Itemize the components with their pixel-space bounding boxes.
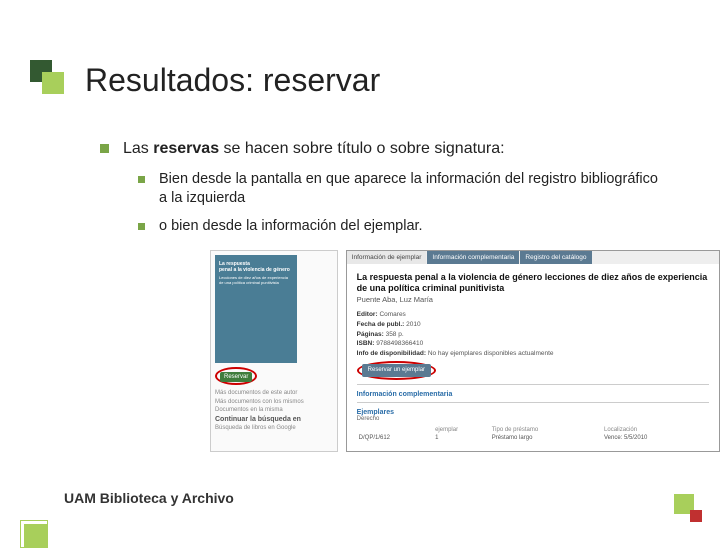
book-cover: La respuesta penal a la violencia de gén… — [215, 255, 297, 363]
detail-title: La respuesta penal a la violencia de gén… — [357, 272, 709, 293]
book-card: La respuesta penal a la violencia de gén… — [210, 250, 338, 451]
text-part: se hacen sobre título o sobre signatura: — [219, 140, 505, 157]
content-area: Las reservas se hacen sobre título o sob… — [100, 139, 720, 452]
col-header: Tipo de préstamo — [492, 427, 602, 433]
slide: Resultados: reservar Las reservas se hac… — [0, 0, 720, 540]
metadata: Editor: Comares Fecha de publ.: 2010 Pág… — [357, 310, 709, 380]
screenshots-row: La respuesta penal a la violencia de gén… — [210, 250, 720, 451]
meta-value: 358 p. — [386, 331, 404, 338]
meta-label: Info de disponibilidad: — [357, 350, 426, 357]
meta-value: 9788498366410 — [376, 340, 423, 347]
sub-bullet-text: o bien desde la información del ejemplar… — [159, 217, 423, 236]
main-bullet: Las reservas se hacen sobre título o sob… — [100, 139, 720, 160]
meta-label: Fecha de publ.: — [357, 321, 405, 328]
col-header: ejemplar — [435, 427, 490, 433]
meta-label: Editor: — [357, 311, 378, 318]
sub-bullet-2: o bien desde la información del ejemplar… — [138, 217, 720, 236]
reserve-wrap: Reservar un ejemplar — [357, 361, 709, 380]
items-table: ejemplar Tipo de préstamo Localización D… — [357, 425, 709, 443]
book-links: Más documentos de este autor Más documen… — [215, 389, 333, 432]
detail-panel: Información de ejemplar Información comp… — [346, 250, 720, 451]
footer-text: UAM Biblioteca y Archivo — [64, 490, 234, 506]
tabs: Información de ejemplar Información comp… — [347, 251, 719, 264]
bullet-icon — [138, 176, 145, 183]
meta-row: Info de disponibilidad: No hay ejemplare… — [357, 349, 709, 359]
tab-registro[interactable]: Registro del catálogo — [520, 251, 591, 264]
meta-value: 2010 — [406, 321, 420, 328]
sub-bullet-1: Bien desde la pantalla en que aparece la… — [138, 170, 720, 208]
link-item[interactable]: Búsqueda de libros en Google — [215, 424, 333, 432]
bullet-icon — [100, 144, 109, 153]
links-header: Continuar la búsqueda en — [215, 416, 301, 423]
text-bold: reservas — [153, 140, 219, 157]
corner-decoration-top — [30, 60, 52, 82]
tab-info-ejemplar[interactable]: Información de ejemplar — [347, 251, 427, 264]
bullet-icon — [138, 223, 145, 230]
col-header: Localización — [604, 427, 707, 433]
cell: Vence: 5/5/2010 — [604, 435, 707, 441]
section-label: Información complementaria — [357, 391, 709, 398]
cover-title: penal a la violencia de género — [219, 267, 293, 273]
sub-bullets: Bien desde la pantalla en que aparece la… — [138, 170, 720, 237]
highlight-oval-icon: Reservar un ejemplar — [357, 361, 436, 380]
meta-label: ISBN: — [357, 340, 375, 347]
meta-row: ISBN: 9788498366410 — [357, 339, 709, 349]
tab-info-complementaria[interactable]: Información complementaria — [427, 251, 519, 264]
link-item[interactable]: Más documentos de este autor — [215, 389, 333, 397]
reserve-button[interactable]: Reservar un ejemplar — [362, 364, 431, 377]
divider — [357, 384, 709, 385]
detail-body: La respuesta penal a la violencia de gén… — [347, 264, 719, 450]
cover-sub: Lecciones de diez años de experiencia de… — [219, 276, 293, 286]
meta-row: Editor: Comares — [357, 310, 709, 320]
cell: Préstamo largo — [492, 435, 602, 441]
link-item[interactable]: Documentos en la misma — [215, 406, 333, 414]
cell: 1 — [435, 435, 490, 441]
table-row: D/QP/1/612 1 Préstamo largo Vence: 5/5/2… — [359, 435, 707, 441]
reserve-button[interactable]: Reservar — [220, 372, 252, 382]
meta-value: No hay ejemplares disponibles actualment… — [428, 350, 554, 357]
detail-author: Puente Aba, Luz María — [357, 295, 709, 304]
cell: D/QP/1/612 — [359, 435, 433, 441]
meta-value: Comares — [379, 311, 405, 318]
highlight-oval-icon: Reservar — [215, 367, 257, 385]
meta-label: Páginas: — [357, 331, 384, 338]
link-item[interactable]: Más documentos con los mismos — [215, 398, 333, 406]
slide-title: Resultados: reservar — [85, 62, 720, 99]
section-label: Ejemplares — [357, 409, 709, 416]
text-part: Las — [123, 140, 153, 157]
table-header: ejemplar Tipo de préstamo Localización — [359, 427, 707, 433]
meta-row: Páginas: 358 p. — [357, 330, 709, 340]
divider — [357, 402, 709, 403]
main-bullet-text: Las reservas se hacen sobre título o sob… — [123, 139, 505, 160]
meta-row: Fecha de publ.: 2010 — [357, 320, 709, 330]
sub-bullet-text: Bien desde la pantalla en que aparece la… — [159, 170, 659, 208]
location-label: Derecho — [357, 416, 709, 422]
